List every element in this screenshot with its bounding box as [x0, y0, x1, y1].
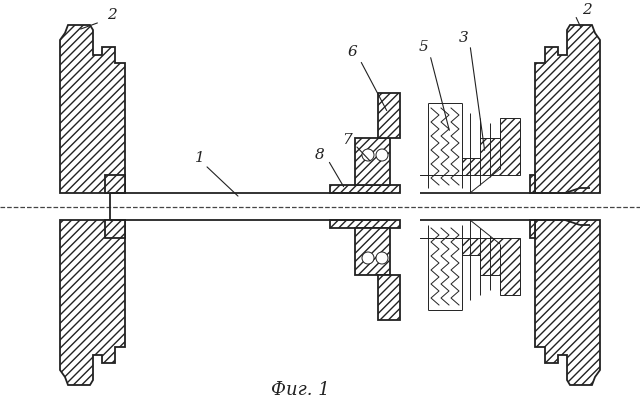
Polygon shape — [535, 220, 600, 385]
Text: 2: 2 — [107, 8, 117, 22]
Polygon shape — [330, 185, 400, 193]
Polygon shape — [355, 138, 390, 185]
Text: 7: 7 — [342, 133, 352, 147]
Circle shape — [376, 149, 388, 161]
Circle shape — [376, 252, 388, 264]
Text: 3: 3 — [459, 31, 469, 45]
Text: 5: 5 — [419, 40, 429, 54]
Polygon shape — [355, 228, 390, 275]
Text: 1: 1 — [195, 151, 205, 165]
Polygon shape — [530, 220, 535, 238]
Polygon shape — [530, 175, 535, 193]
Text: 6: 6 — [347, 45, 357, 59]
Polygon shape — [420, 238, 520, 295]
Text: 2: 2 — [582, 3, 592, 17]
Circle shape — [362, 149, 374, 161]
Text: Фиг. 1: Фиг. 1 — [271, 381, 330, 399]
Polygon shape — [105, 175, 125, 193]
Polygon shape — [330, 220, 400, 228]
Polygon shape — [105, 220, 125, 238]
Polygon shape — [378, 93, 400, 138]
Polygon shape — [535, 25, 600, 193]
Polygon shape — [420, 118, 520, 175]
Polygon shape — [378, 275, 400, 320]
Polygon shape — [60, 220, 125, 385]
Circle shape — [362, 252, 374, 264]
Polygon shape — [60, 25, 125, 193]
Text: 8: 8 — [315, 148, 325, 162]
